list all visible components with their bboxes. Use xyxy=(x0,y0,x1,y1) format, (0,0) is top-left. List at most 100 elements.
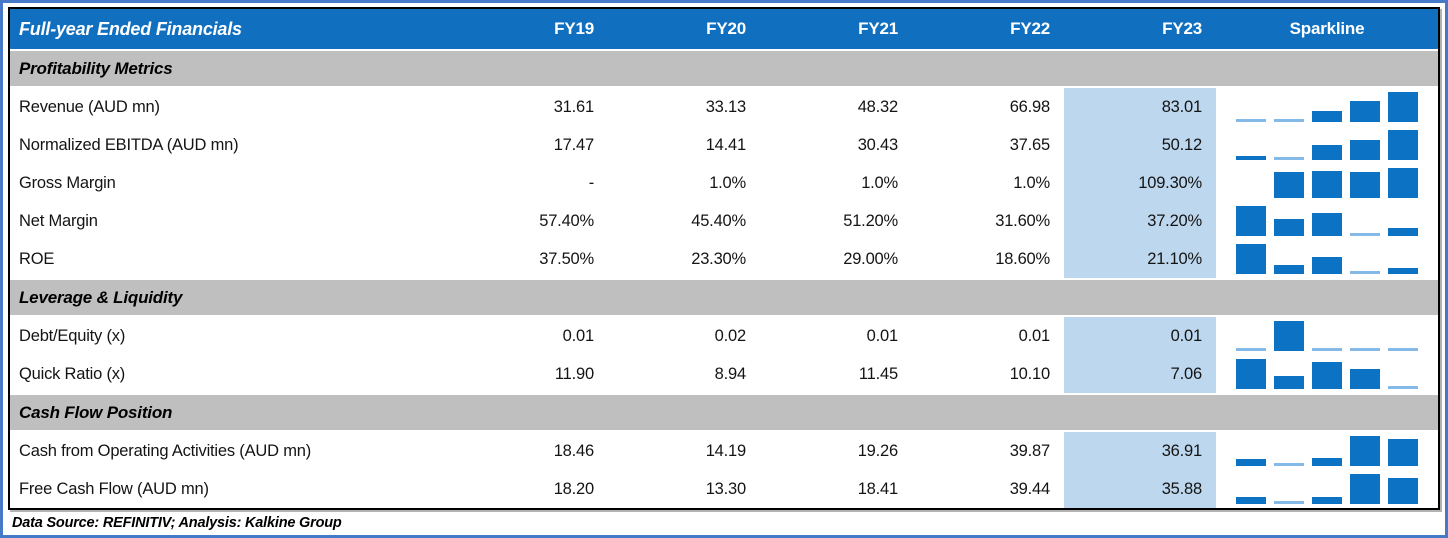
metric-label: Debt/Equity (x) xyxy=(19,326,126,345)
sparkline-bar xyxy=(1350,271,1380,274)
sparkline-bar xyxy=(1312,458,1342,466)
value-cell-fy22: 18.60% xyxy=(995,249,1050,268)
value-cell-fy23: 36.91 xyxy=(1064,432,1216,470)
sparkline-bar xyxy=(1350,474,1380,504)
col-header-fy21: FY21 xyxy=(858,19,898,38)
value-cell-fy22: 39.44 xyxy=(1009,479,1050,498)
sparkline-cell xyxy=(1216,432,1438,470)
value-cell-fy21: 48.32 xyxy=(857,97,898,116)
sparkline-chart xyxy=(1236,203,1418,236)
table-row-net-margin: Net Margin 57.40% 45.40% 51.20% 31.60% 37.20% xyxy=(10,202,1438,240)
sparkline-bar xyxy=(1312,362,1342,389)
sparkline-bar xyxy=(1350,101,1380,122)
sparkline-bar xyxy=(1388,130,1418,160)
sparkline-bar xyxy=(1312,348,1342,351)
financials-table: Full-year Ended Financials FY19 FY20 FY21 F… xyxy=(8,7,1440,510)
value-cell-fy20: 8.94 xyxy=(714,364,747,383)
sparkline-chart xyxy=(1236,318,1418,351)
sparkline-bar xyxy=(1236,348,1266,351)
sparkline-bar xyxy=(1350,233,1380,236)
col-header-fy23: FY23 xyxy=(1162,19,1202,38)
sparkline-chart xyxy=(1236,433,1418,466)
metric-label: Normalized EBITDA (AUD mn) xyxy=(19,135,239,154)
sparkline-bar xyxy=(1236,497,1266,504)
value-cell-fy23: 7.06 xyxy=(1064,355,1216,393)
value-cell-fy22: 1.0% xyxy=(1013,173,1050,192)
value-cell-fy23: 37.20% xyxy=(1064,202,1216,240)
table-row-free-cash-flow-aud-mn: Free Cash Flow (AUD mn) 18.20 13.30 18.41 39… xyxy=(10,470,1438,508)
value-cell-fy23: 50.12 xyxy=(1064,126,1216,164)
value-cell-fy22: 0.01 xyxy=(1018,326,1051,345)
sparkline-bar xyxy=(1274,501,1304,504)
sparkline-bar xyxy=(1388,268,1418,274)
sparkline-cell xyxy=(1216,164,1438,202)
value-cell-fy21: 18.41 xyxy=(857,479,898,498)
value-cell-fy20: 1.0% xyxy=(709,173,746,192)
metric-label: Net Margin xyxy=(19,211,98,230)
value-cell-fy19: 57.40% xyxy=(539,211,594,230)
metric-label: Quick Ratio (x) xyxy=(19,364,126,383)
value-cell-fy22: 66.98 xyxy=(1009,97,1050,116)
value-cell-fy21: 51.20% xyxy=(843,211,898,230)
value-cell-fy23: 83.01 xyxy=(1064,88,1216,126)
sparkline-chart xyxy=(1236,89,1418,122)
sparkline-bar xyxy=(1236,206,1266,236)
sparkline-bar xyxy=(1312,145,1342,160)
value-cell-fy20: 45.40% xyxy=(691,211,746,230)
table-body: Profitability Metrics Revenue (AUD mn) 31.… xyxy=(10,49,1438,508)
sparkline-cell xyxy=(1216,240,1438,278)
sparkline-bar xyxy=(1236,244,1266,274)
table-row-quick-ratio-x: Quick Ratio (x) 11.90 8.94 11.45 10.10 7.06 xyxy=(10,355,1438,393)
sparkline-cell xyxy=(1216,317,1438,355)
sparkline-chart xyxy=(1236,127,1418,160)
sparkline-bar xyxy=(1274,265,1304,274)
sparkline-bar xyxy=(1312,171,1342,198)
section-title: Leverage & Liquidity xyxy=(19,287,183,307)
value-cell-fy22: 37.65 xyxy=(1009,135,1050,154)
value-cell-fy22: 10.10 xyxy=(1009,364,1050,383)
sparkline-cell xyxy=(1216,470,1438,508)
sparkline-bar xyxy=(1350,436,1380,466)
sparkline-bar xyxy=(1274,376,1304,389)
value-cell-fy22: 39.87 xyxy=(1009,441,1050,460)
sparkline-bar xyxy=(1388,439,1418,466)
value-cell-fy21: 11.45 xyxy=(858,364,898,383)
sparkline-chart xyxy=(1236,471,1418,504)
sparkline-chart xyxy=(1236,165,1418,198)
metric-label: ROE xyxy=(19,249,55,268)
section-title: Profitability Metrics xyxy=(19,58,173,78)
sparkline-bar xyxy=(1236,359,1266,389)
sparkline-bar xyxy=(1350,140,1380,160)
value-cell-fy20: 14.19 xyxy=(705,441,746,460)
metric-label: Cash from Operating Activities (AUD mn) xyxy=(19,441,312,460)
sparkline-bar xyxy=(1388,386,1418,389)
section-header-cash-flow-position: Cash Flow Position xyxy=(10,393,1438,432)
sparkline-bar xyxy=(1312,213,1342,236)
sparkline-bar xyxy=(1236,156,1266,160)
metric-label: Gross Margin xyxy=(19,173,116,192)
sparkline-bar xyxy=(1350,172,1380,198)
sparkline-bar xyxy=(1274,172,1304,198)
section-title: Cash Flow Position xyxy=(19,402,173,422)
col-header-fy20: FY20 xyxy=(706,19,746,38)
sparkline-bar xyxy=(1388,478,1418,504)
value-cell-fy20: 0.02 xyxy=(714,326,747,345)
table-row-gross-margin: Gross Margin - 1.0% 1.0% 1.0% 109.30% xyxy=(10,164,1438,202)
sparkline-bar xyxy=(1388,348,1418,351)
sparkline-bar xyxy=(1236,459,1266,466)
value-cell-fy23: 35.88 xyxy=(1064,470,1216,508)
col-header-fy22: FY22 xyxy=(1010,19,1050,38)
sparkline-bar xyxy=(1274,463,1304,466)
section-header-leverage-liquidity: Leverage & Liquidity xyxy=(10,278,1438,317)
value-cell-fy19: 0.01 xyxy=(562,326,595,345)
value-cell-fy19: 18.46 xyxy=(553,441,594,460)
table-row-revenue-aud-mn: Revenue (AUD mn) 31.61 33.13 48.32 66.98 83.0… xyxy=(10,88,1438,126)
table-row-cash-from-operating-activities-aud-mn: Cash from Operating Activities (AUD mn) 1… xyxy=(10,432,1438,470)
sparkline-cell xyxy=(1216,355,1438,393)
sparkline-bar xyxy=(1350,348,1380,351)
sparkline-bar xyxy=(1274,157,1304,160)
value-cell-fy22: 31.60% xyxy=(995,211,1050,230)
sparkline-bar xyxy=(1274,219,1304,236)
table-header-row: Full-year Ended Financials FY19 FY20 FY21 F… xyxy=(10,9,1438,49)
